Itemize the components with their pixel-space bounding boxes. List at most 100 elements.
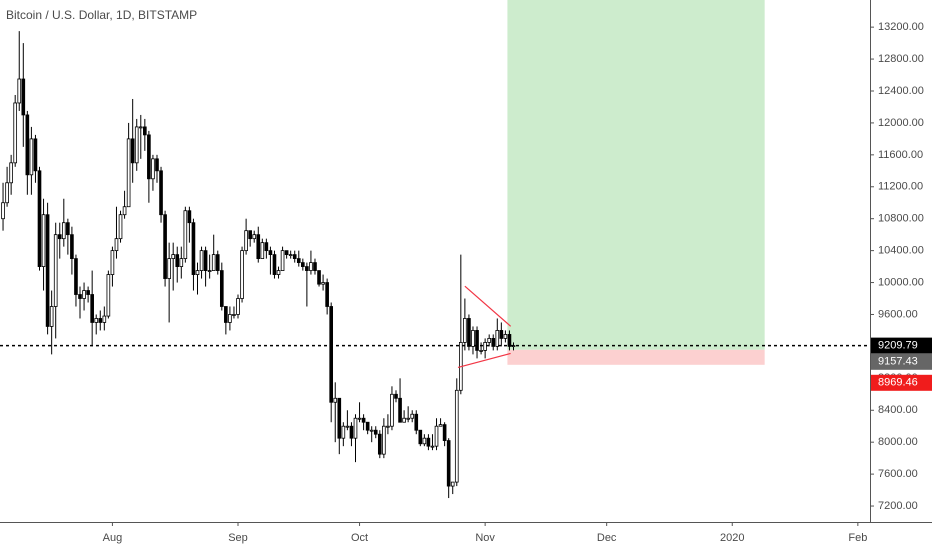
candle-body bbox=[301, 262, 305, 267]
candle-body bbox=[138, 126, 143, 129]
candle-body bbox=[483, 342, 487, 351]
trendline bbox=[457, 352, 511, 369]
y-tick-label: 12400.00 bbox=[878, 85, 924, 97]
candle-body bbox=[422, 437, 427, 445]
candle-body bbox=[211, 254, 216, 271]
candle-body bbox=[288, 254, 293, 257]
candle-body bbox=[309, 262, 313, 271]
candle-body bbox=[130, 138, 135, 164]
candle-body bbox=[155, 158, 159, 172]
candle-body bbox=[232, 314, 236, 316]
candle-body bbox=[199, 250, 204, 271]
y-tick-label: 10800.00 bbox=[878, 213, 924, 225]
candle-body bbox=[471, 330, 475, 347]
candle-body bbox=[313, 262, 317, 271]
candle-body bbox=[215, 254, 220, 271]
candle-body bbox=[260, 242, 265, 260]
candle-body bbox=[45, 214, 50, 327]
candle-body bbox=[187, 210, 192, 224]
candle-body bbox=[134, 126, 139, 164]
candle-body bbox=[252, 234, 257, 240]
candle-body bbox=[264, 242, 269, 252]
y-tick-label: 7600.00 bbox=[878, 468, 918, 480]
candle-body bbox=[268, 250, 273, 256]
candle-body bbox=[382, 425, 386, 455]
candle-body bbox=[479, 349, 483, 352]
candle-body bbox=[430, 445, 435, 448]
candle-body bbox=[329, 306, 334, 403]
candle-body bbox=[353, 417, 358, 439]
candle-body bbox=[143, 126, 147, 136]
x-tick-label: Dec bbox=[597, 532, 617, 544]
candle-body bbox=[126, 138, 131, 208]
candle-body bbox=[503, 334, 508, 339]
candle-body bbox=[244, 230, 248, 252]
x-tick-label: Sep bbox=[228, 532, 248, 544]
candle-body bbox=[94, 318, 99, 323]
candle-body bbox=[82, 290, 86, 299]
candle-body bbox=[426, 437, 431, 447]
candle-body bbox=[159, 170, 163, 216]
candle-body bbox=[163, 214, 167, 279]
candle-body bbox=[369, 429, 374, 432]
candle-body bbox=[151, 158, 155, 180]
candle-body bbox=[33, 138, 38, 172]
candle-body bbox=[446, 440, 451, 487]
candle-body bbox=[284, 250, 289, 256]
candle-body bbox=[337, 397, 342, 439]
candle-body bbox=[349, 425, 354, 439]
candle-body bbox=[236, 298, 240, 315]
candle-body bbox=[438, 424, 443, 427]
candle-body bbox=[175, 254, 180, 267]
candle-body bbox=[203, 250, 208, 271]
candle-body bbox=[377, 433, 382, 455]
y-tick-label: 11200.00 bbox=[878, 181, 923, 193]
price-tag bbox=[871, 353, 932, 370]
candle-body bbox=[66, 222, 70, 236]
candle-body bbox=[463, 318, 467, 343]
x-tick-label: 2020 bbox=[720, 532, 744, 544]
candle-body bbox=[345, 425, 350, 428]
candle-body bbox=[418, 429, 423, 445]
candle-body bbox=[256, 234, 261, 260]
candle-body bbox=[29, 138, 34, 176]
candle-body bbox=[78, 294, 82, 299]
candle-body bbox=[394, 393, 398, 399]
candle-body bbox=[21, 78, 26, 116]
candle-body bbox=[406, 417, 410, 420]
candle-body bbox=[102, 315, 107, 323]
candle-body bbox=[487, 338, 492, 343]
candle-body bbox=[167, 258, 171, 279]
candle-body bbox=[402, 417, 406, 423]
candle-body bbox=[495, 330, 500, 347]
candle-body bbox=[491, 338, 496, 347]
candle-body bbox=[454, 389, 459, 483]
candle-body bbox=[373, 429, 378, 435]
candle-body bbox=[195, 270, 200, 275]
y-tick-label: 7200.00 bbox=[878, 500, 918, 512]
profit-zone bbox=[507, 0, 765, 350]
candle-body bbox=[442, 424, 447, 441]
y-tick-label: 12000.00 bbox=[878, 117, 924, 129]
candle-body bbox=[361, 417, 366, 423]
candle-body bbox=[74, 258, 78, 295]
candle-body bbox=[450, 481, 455, 487]
candle-body bbox=[398, 397, 402, 423]
candle-body bbox=[147, 134, 151, 180]
candle-body bbox=[207, 270, 212, 272]
price-tag bbox=[871, 337, 932, 354]
candle-body bbox=[61, 222, 66, 240]
candle-body bbox=[228, 314, 232, 323]
price-tag-label: 8969.46 bbox=[878, 377, 918, 389]
candle-body bbox=[365, 421, 370, 431]
candle-body bbox=[49, 306, 54, 327]
candle-body bbox=[25, 114, 30, 176]
x-tick-label: Aug bbox=[103, 532, 123, 544]
candle-body bbox=[37, 170, 42, 267]
candle-body bbox=[13, 102, 18, 164]
candle-body bbox=[90, 294, 94, 323]
candle-body bbox=[434, 425, 439, 447]
candle-body bbox=[183, 210, 188, 260]
